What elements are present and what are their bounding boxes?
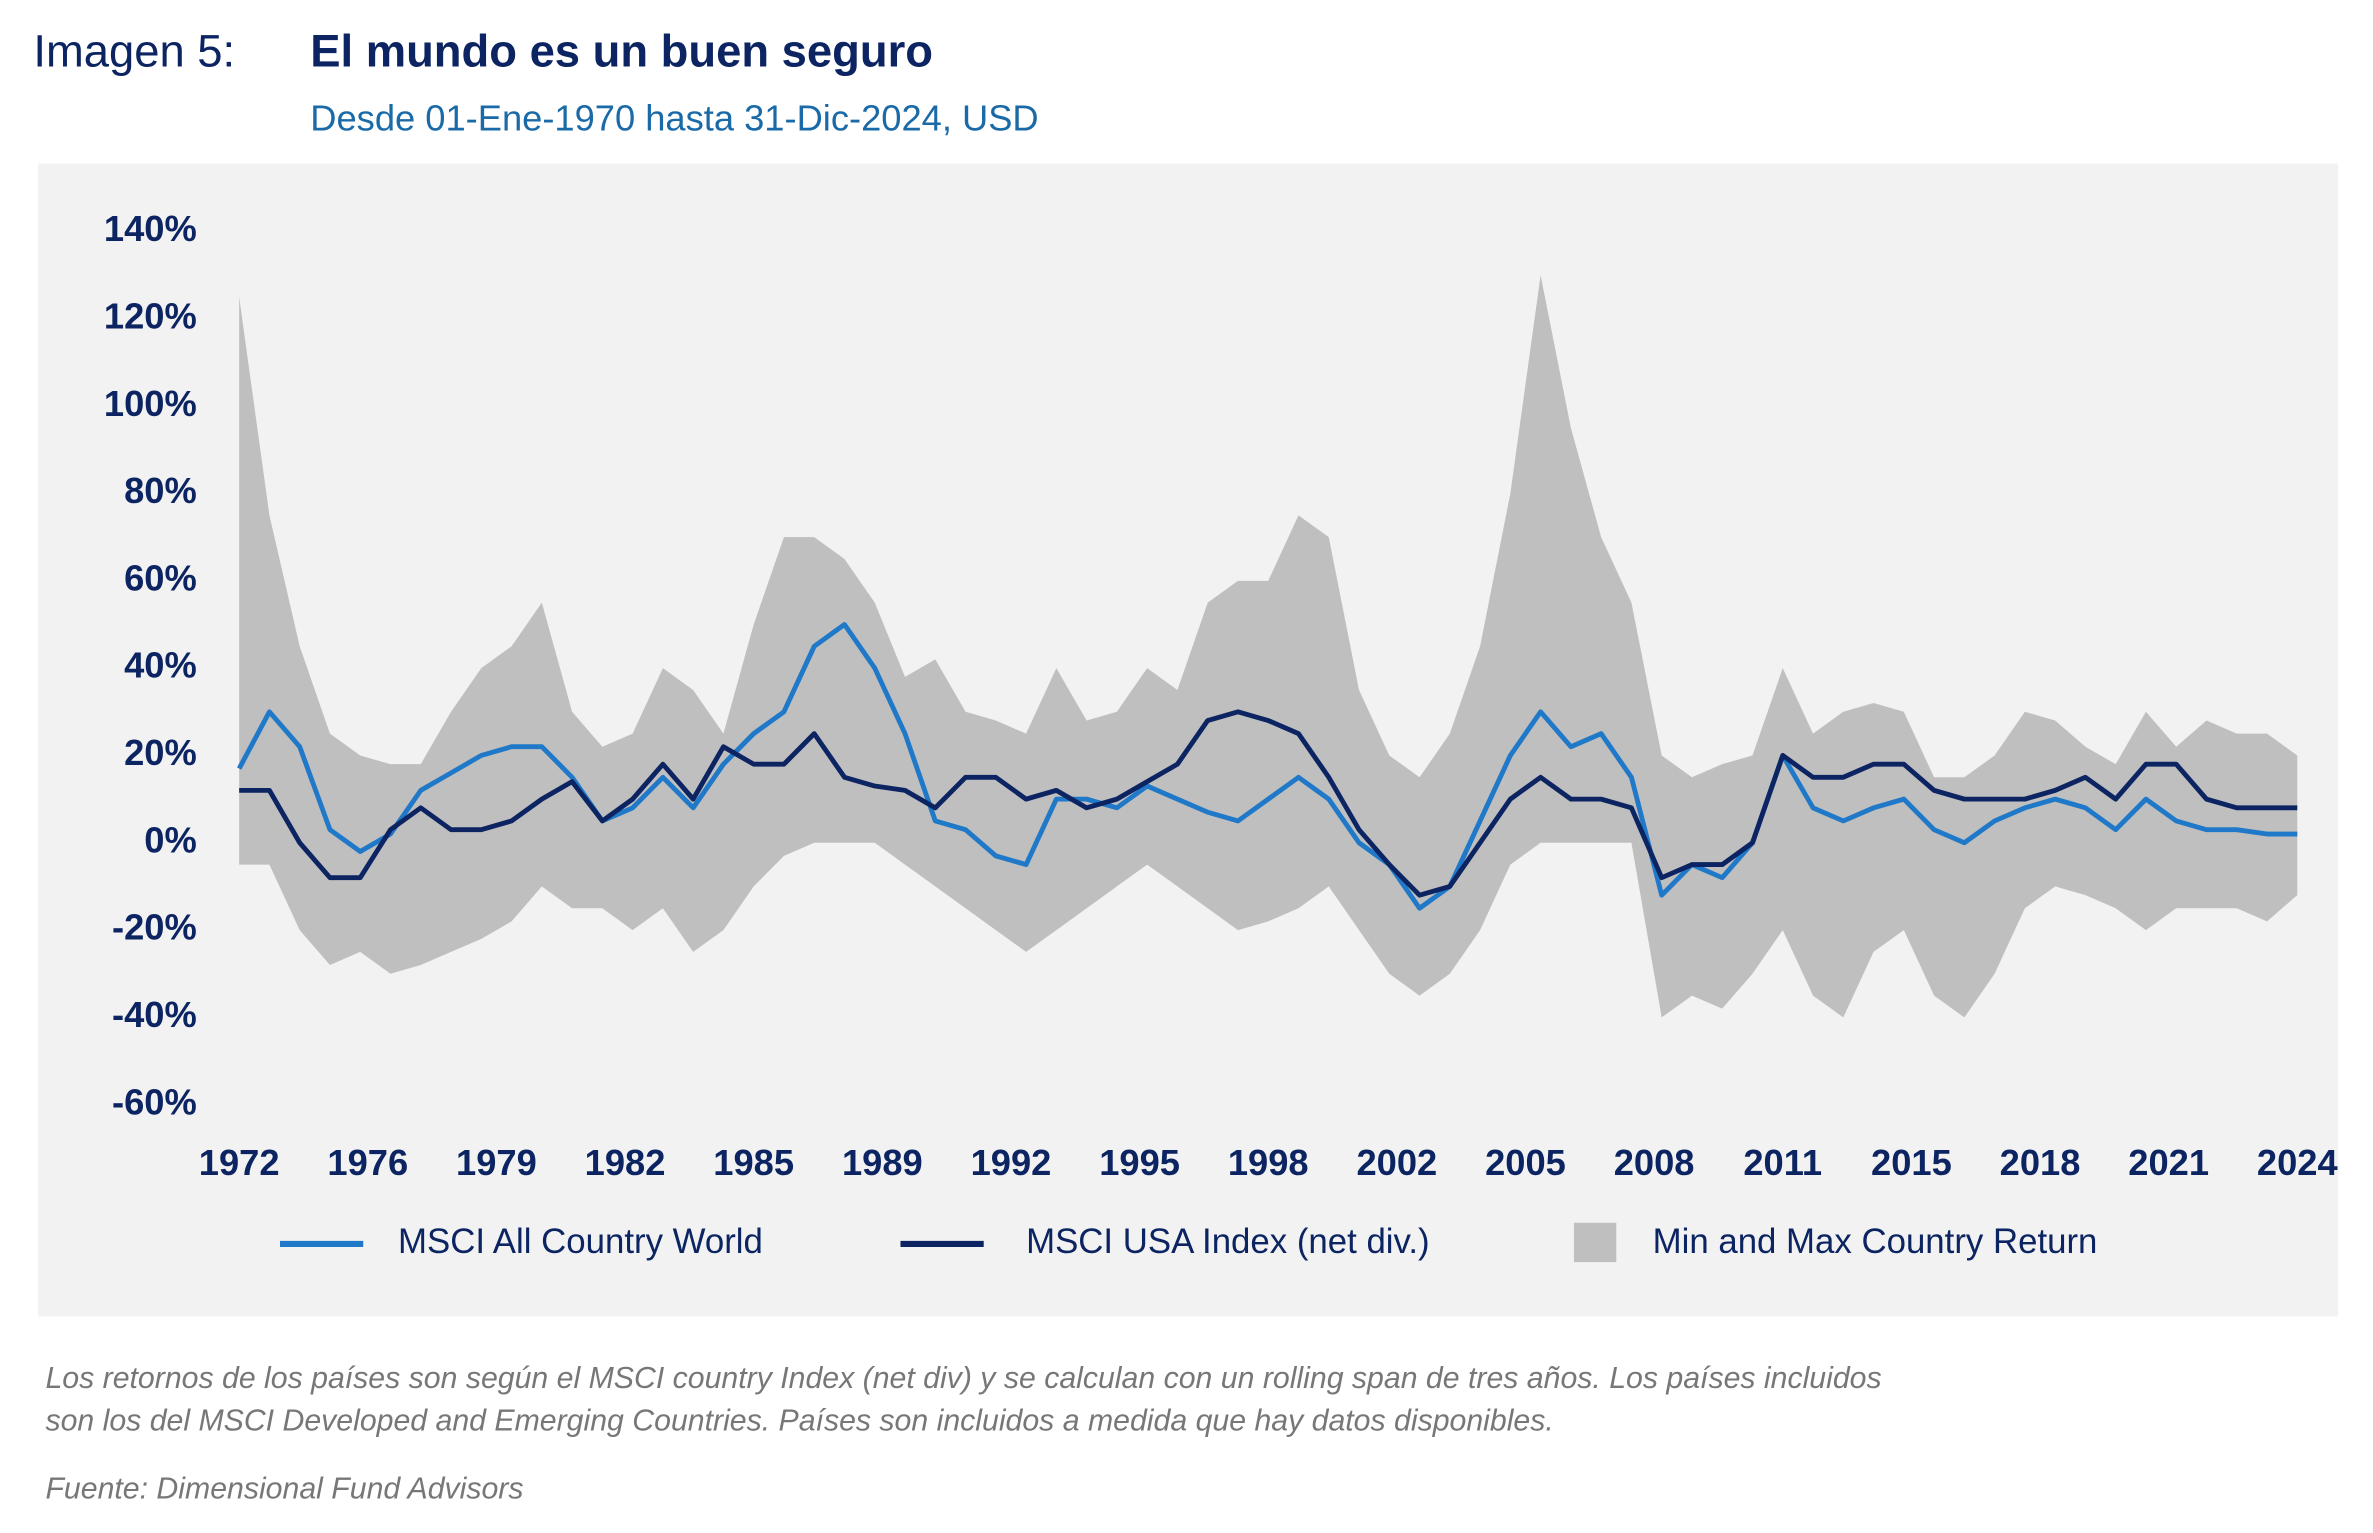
x-tick-label: 1992	[971, 1142, 1052, 1183]
chart-subtitle: Desde 01-Ene-1970 hasta 31-Dic-2024, USD	[310, 98, 1038, 139]
y-tick-label: -20%	[112, 907, 197, 948]
y-tick-label: 40%	[124, 645, 197, 686]
x-tick-label: 2015	[1871, 1142, 1952, 1183]
legend-label: MSCI USA Index (net div.)	[1026, 1222, 1430, 1261]
x-tick-label: 2021	[2128, 1142, 2209, 1183]
legend-swatch	[1573, 1222, 1617, 1263]
x-tick-label: 2002	[1356, 1142, 1437, 1183]
x-tick-label: 1979	[456, 1142, 537, 1183]
x-tick-label: 1985	[713, 1142, 794, 1183]
x-tick-label: 2011	[1743, 1142, 1822, 1183]
note-line: Los retornos de los países son según el …	[45, 1362, 1881, 1395]
x-tick-label: 1976	[327, 1142, 408, 1183]
y-tick-label: 80%	[124, 470, 197, 511]
chart-label: Imagen 5:	[33, 25, 235, 76]
y-tick-label: 140%	[104, 208, 197, 249]
y-tick-label: 100%	[104, 383, 197, 424]
legend-label: Min and Max Country Return	[1653, 1222, 2098, 1261]
x-tick-label: 1982	[585, 1142, 666, 1183]
min-max-band	[239, 275, 2298, 1018]
y-tick-label: 0%	[144, 819, 196, 860]
y-tick-label: 60%	[124, 557, 197, 598]
x-tick-label: 2008	[1614, 1142, 1695, 1183]
y-tick-label: -60%	[112, 1081, 197, 1122]
x-tick-label: 2024	[2257, 1142, 2338, 1183]
x-tick-label: 1972	[199, 1142, 280, 1183]
y-tick-label: -40%	[112, 994, 197, 1035]
x-tick-label: 2018	[2000, 1142, 2081, 1183]
y-tick-label: 20%	[124, 732, 197, 773]
y-tick-label: 120%	[104, 295, 197, 336]
x-tick-label: 1995	[1099, 1142, 1180, 1183]
source: Fuente: Dimensional Fund Advisors	[45, 1473, 523, 1506]
x-tick-label: 1989	[842, 1142, 923, 1183]
note-line: son los del MSCI Developed and Emerging …	[45, 1405, 1553, 1438]
chart-title: El mundo es un buen seguro	[310, 25, 933, 76]
x-tick-label: 1998	[1228, 1142, 1309, 1183]
x-tick-label: 2005	[1485, 1142, 1566, 1183]
legend-label: MSCI All Country World	[398, 1222, 763, 1261]
series-line	[239, 709, 2298, 898]
